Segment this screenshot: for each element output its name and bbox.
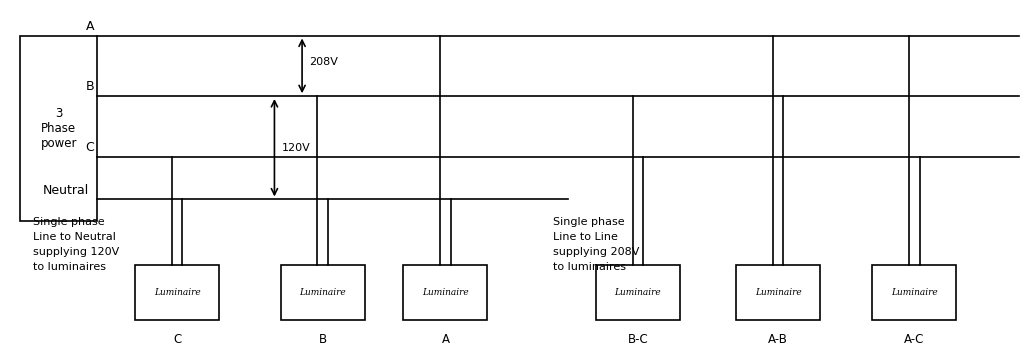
Text: A-C: A-C bbox=[904, 333, 925, 346]
Text: 208V: 208V bbox=[309, 57, 338, 67]
Text: A: A bbox=[86, 20, 94, 33]
Text: C: C bbox=[173, 333, 181, 346]
Text: Luminaire: Luminaire bbox=[154, 288, 201, 297]
Text: Luminaire: Luminaire bbox=[422, 288, 469, 297]
Text: B: B bbox=[318, 333, 327, 346]
Bar bbox=[596, 265, 680, 320]
Bar bbox=[20, 36, 97, 221]
Text: B: B bbox=[86, 80, 94, 93]
Text: Neutral: Neutral bbox=[43, 183, 89, 197]
Bar bbox=[736, 265, 820, 320]
Text: Luminaire: Luminaire bbox=[299, 288, 346, 297]
Bar bbox=[403, 265, 487, 320]
Text: Single phase
Line to Line
supplying 208V
to luminaires: Single phase Line to Line supplying 208V… bbox=[553, 217, 639, 272]
Text: 3
Phase
power: 3 Phase power bbox=[41, 107, 77, 150]
Text: 120V: 120V bbox=[282, 143, 310, 153]
Text: Luminaire: Luminaire bbox=[755, 288, 802, 297]
Text: Luminaire: Luminaire bbox=[614, 288, 662, 297]
Bar bbox=[281, 265, 365, 320]
Text: Luminaire: Luminaire bbox=[891, 288, 938, 297]
Text: C: C bbox=[85, 141, 94, 154]
Bar bbox=[135, 265, 219, 320]
Text: A-B: A-B bbox=[768, 333, 788, 346]
Text: B-C: B-C bbox=[628, 333, 648, 346]
Bar bbox=[872, 265, 956, 320]
Text: Single phase
Line to Neutral
supplying 120V
to luminaires: Single phase Line to Neutral supplying 1… bbox=[33, 217, 119, 272]
Text: A: A bbox=[441, 333, 450, 346]
